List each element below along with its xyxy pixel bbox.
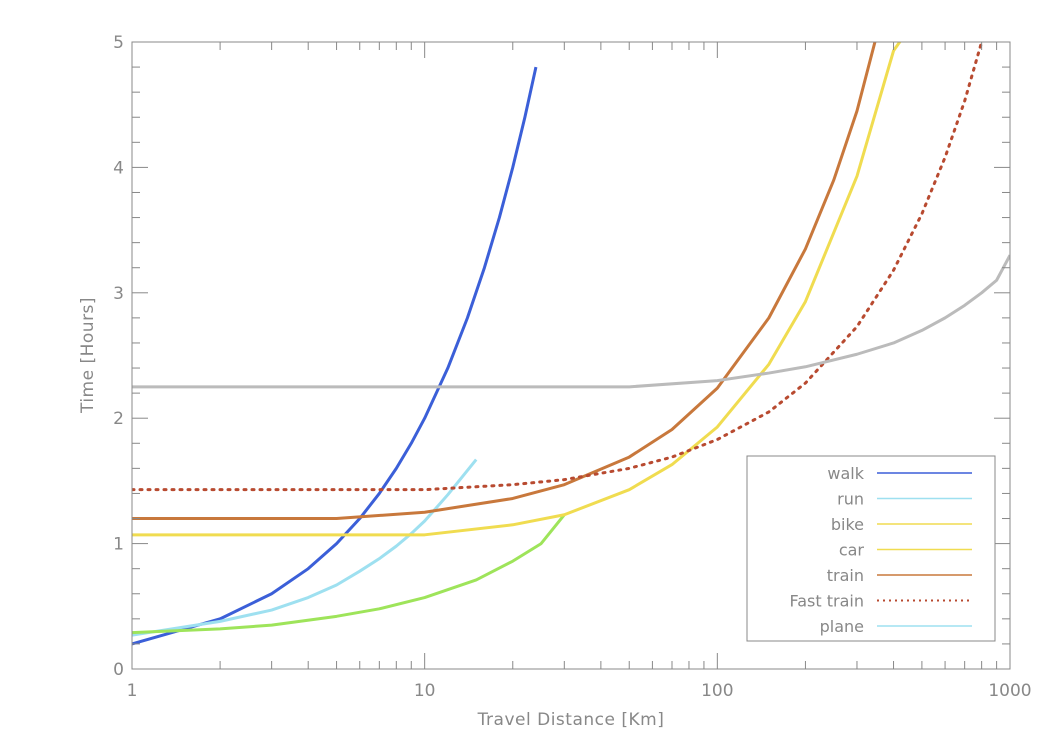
legend-label: Fast train xyxy=(790,592,864,611)
y-tick-label: 1 xyxy=(113,535,124,555)
legend-label: train xyxy=(827,566,864,585)
legend-label: walk xyxy=(827,464,864,483)
series-line-walk xyxy=(132,66,538,646)
y-tick-label: 2 xyxy=(113,409,124,429)
legend-label: plane xyxy=(820,617,864,636)
legend-label: bike xyxy=(831,515,864,534)
series-line-run xyxy=(132,458,478,637)
series-line-train xyxy=(132,42,877,521)
series-line-car xyxy=(132,42,902,537)
y-tick-label: 3 xyxy=(113,284,124,304)
series-line-fast-train xyxy=(132,42,984,492)
x-tick-label: 1 xyxy=(127,681,138,701)
plot-frame xyxy=(131,41,1011,670)
legend-label: car xyxy=(839,541,865,560)
legend-box xyxy=(746,455,996,642)
y-tick-label: 5 xyxy=(113,33,124,53)
legend-label: run xyxy=(837,490,864,509)
series-line-bike xyxy=(132,513,566,635)
y-axis-label: Time [Hours] xyxy=(78,297,98,414)
series-layer xyxy=(132,42,1010,646)
x-tick-label: 10 xyxy=(414,681,436,701)
x-tick-label: 100 xyxy=(701,681,733,701)
y-tick-label: 0 xyxy=(113,660,124,680)
x-tick-label: 1000 xyxy=(988,681,1031,701)
legend: walk run bike car train Fast train plane xyxy=(746,455,996,642)
x-axis-label: Travel Distance [Km] xyxy=(477,710,665,730)
legend-items: walk run bike car train Fast train plane xyxy=(790,464,972,636)
y-tick-label: 4 xyxy=(113,158,124,178)
series-line-plane xyxy=(132,254,1010,389)
